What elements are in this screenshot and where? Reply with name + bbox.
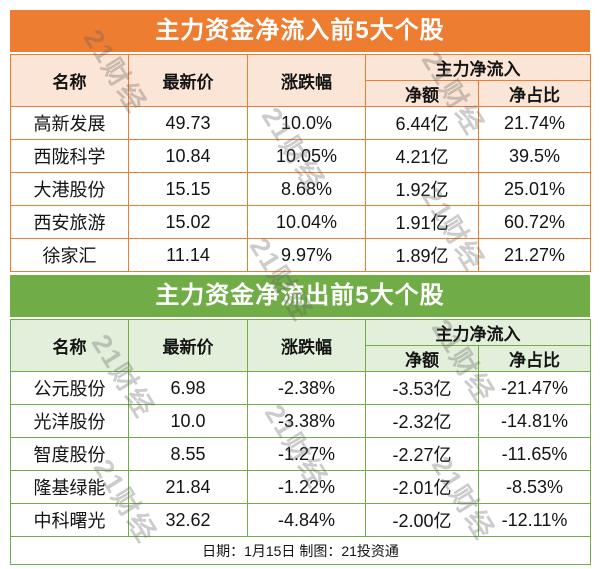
table-row: 智度股份 8.55 -1.27% -2.27亿 -11.65% xyxy=(10,437,591,471)
inflow-table: 名称 最新价 涨跌幅 主力净流入 净额 净占比 高新发展 49.73 10.0%… xyxy=(10,54,591,272)
ratio-cell: 60.72% xyxy=(478,205,591,239)
change-cell: 8.68% xyxy=(247,172,366,206)
stock-name-cell: 西安旅游 xyxy=(10,205,129,239)
ratio-cell: 21.74% xyxy=(478,106,591,140)
stock-name-cell: 大港股份 xyxy=(10,172,129,206)
change-cell: 10.04% xyxy=(247,205,366,239)
price-cell: 21.84 xyxy=(128,470,248,504)
outflow-section-title: 主力资金净流出前5大个股 xyxy=(10,275,590,317)
table-row: 高新发展 49.73 10.0% 6.44亿 21.74% xyxy=(10,106,591,140)
inflow-header-name: 名称 xyxy=(10,54,129,107)
net-cell: 1.91亿 xyxy=(365,205,479,239)
price-cell: 6.98 xyxy=(128,371,248,405)
ratio-cell: -8.53% xyxy=(478,470,591,504)
outflow-header-change: 涨跌幅 xyxy=(247,319,366,372)
outflow-header-ratio: 净占比 xyxy=(478,345,591,372)
stock-name-cell: 徐家汇 xyxy=(10,238,129,272)
inflow-header-net: 净额 xyxy=(365,80,479,107)
net-cell: -2.27亿 xyxy=(365,437,479,471)
stock-name-cell: 智度股份 xyxy=(10,437,129,471)
inflow-header-row-2: 净额 净占比 xyxy=(11,80,591,107)
change-cell: 10.0% xyxy=(247,106,366,140)
table-row: 西安旅游 15.02 10.04% 1.91亿 60.72% xyxy=(10,205,591,239)
outflow-header-price: 最新价 xyxy=(128,319,248,372)
inflow-header-change: 涨跌幅 xyxy=(247,54,366,107)
net-cell: -2.01亿 xyxy=(365,470,479,504)
net-cell: 4.21亿 xyxy=(365,139,479,173)
change-cell: 10.05% xyxy=(247,139,366,173)
table-row: 公元股份 6.98 -2.38% -3.53亿 -21.47% xyxy=(10,371,591,405)
ratio-cell: -14.81% xyxy=(478,404,591,438)
price-cell: 11.14 xyxy=(128,238,248,272)
price-cell: 15.15 xyxy=(128,172,248,206)
inflow-header-ratio: 净占比 xyxy=(478,80,591,107)
price-cell: 10.84 xyxy=(128,139,248,173)
change-cell: -2.38% xyxy=(247,371,366,405)
net-cell: 1.89亿 xyxy=(365,238,479,272)
table-row: 大港股份 15.15 8.68% 1.92亿 25.01% xyxy=(10,172,591,206)
outflow-header-group: 主力净流入 xyxy=(365,319,591,346)
ratio-cell: -12.11% xyxy=(478,503,591,537)
price-cell: 32.62 xyxy=(128,503,248,537)
stock-name-cell: 公元股份 xyxy=(10,371,129,405)
stock-name-cell: 西陇科学 xyxy=(10,139,129,173)
net-cell: -3.53亿 xyxy=(365,371,479,405)
net-cell: -2.32亿 xyxy=(365,404,479,438)
table-row: 中科曙光 32.62 -4.84% -2.00亿 -12.11% xyxy=(10,503,591,537)
price-cell: 49.73 xyxy=(128,106,248,140)
outflow-header-row-1: 名称 最新价 涨跌幅 主力净流入 xyxy=(10,319,591,372)
ratio-cell: -21.47% xyxy=(478,371,591,405)
ratio-cell: 39.5% xyxy=(478,139,591,173)
date-credit-note: 日期：1月15日 制图：21投资通 xyxy=(10,536,591,565)
change-cell: -1.22% xyxy=(247,470,366,504)
price-cell: 10.0 xyxy=(128,404,248,438)
table-row: 隆基绿能 21.84 -1.22% -2.01亿 -8.53% xyxy=(10,470,591,504)
price-cell: 15.02 xyxy=(128,205,248,239)
ratio-cell: -11.65% xyxy=(478,437,591,471)
net-cell: -2.00亿 xyxy=(365,503,479,537)
change-cell: -1.27% xyxy=(247,437,366,471)
table-row: 光洋股份 10.0 -3.38% -2.32亿 -14.81% xyxy=(10,404,591,438)
net-cell: 1.92亿 xyxy=(365,172,479,206)
stock-name-cell: 中科曙光 xyxy=(10,503,129,537)
price-cell: 8.55 xyxy=(128,437,248,471)
inflow-header-group: 主力净流入 xyxy=(365,54,591,81)
table-row: 徐家汇 11.14 9.97% 1.89亿 21.27% xyxy=(10,238,591,272)
inflow-header-row-1: 名称 最新价 涨跌幅 主力净流入 xyxy=(10,54,591,107)
table-row: 西陇科学 10.84 10.05% 4.21亿 39.5% xyxy=(10,139,591,173)
inflow-section-title: 主力资金净流入前5大个股 xyxy=(10,10,590,52)
change-cell: 9.97% xyxy=(247,238,366,272)
outflow-header-name: 名称 xyxy=(10,319,129,372)
ratio-cell: 21.27% xyxy=(478,238,591,272)
ratio-cell: 25.01% xyxy=(478,172,591,206)
footer-row: 日期：1月15日 制图：21投资通 xyxy=(10,536,591,565)
outflow-header-net: 净额 xyxy=(365,345,479,372)
stock-name-cell: 光洋股份 xyxy=(10,404,129,438)
change-cell: -3.38% xyxy=(247,404,366,438)
inflow-header-price: 最新价 xyxy=(128,54,248,107)
stock-name-cell: 隆基绿能 xyxy=(10,470,129,504)
change-cell: -4.84% xyxy=(247,503,366,537)
infographic-sheet: 主力资金净流入前5大个股 名称 最新价 涨跌幅 主力净流入 净额 净占比 高新发… xyxy=(10,10,591,565)
outflow-table: 名称 最新价 涨跌幅 主力净流入 净额 净占比 公元股份 6.98 -2.38%… xyxy=(10,319,591,565)
stock-name-cell: 高新发展 xyxy=(10,106,129,140)
net-cell: 6.44亿 xyxy=(365,106,479,140)
